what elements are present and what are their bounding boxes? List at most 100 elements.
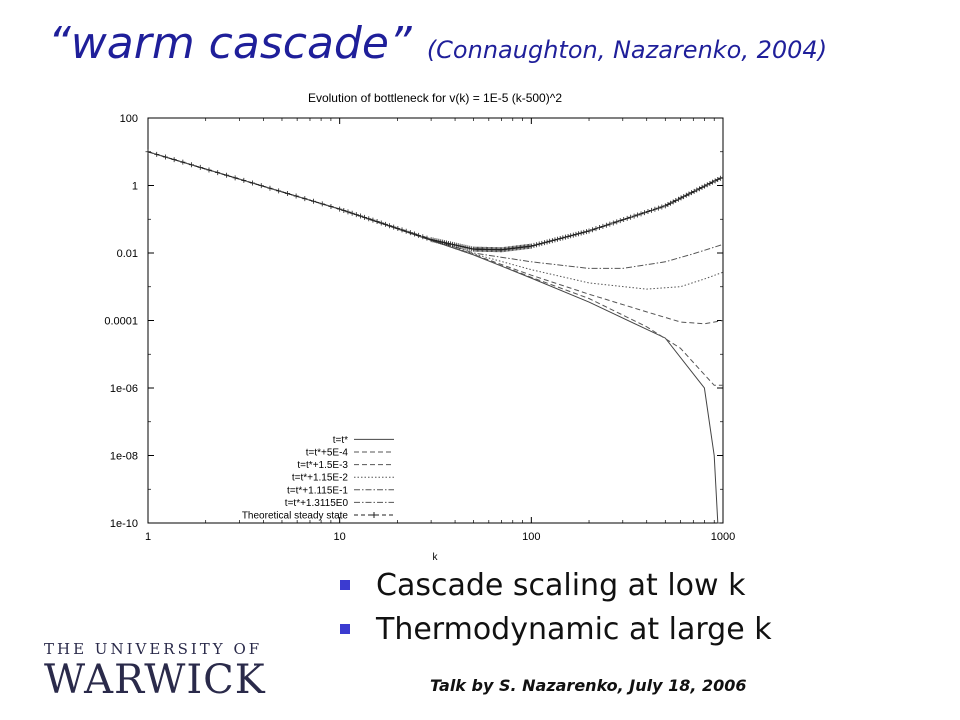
plus-marker — [349, 210, 355, 216]
plus-marker — [631, 213, 637, 219]
plus-marker — [702, 183, 708, 189]
plus-marker — [617, 218, 623, 224]
bullet-text: Cascade scaling at low k — [376, 568, 746, 603]
plus-marker — [712, 178, 718, 184]
plus-marker — [678, 195, 684, 201]
plus-marker — [319, 201, 325, 207]
plus-marker — [565, 233, 571, 239]
plus-marker — [341, 207, 347, 213]
plus-marker — [362, 214, 368, 220]
plus-marker — [704, 182, 710, 188]
plus-marker — [206, 167, 212, 173]
plus-marker — [311, 198, 317, 204]
plus-marker — [573, 231, 579, 237]
bullet-square-icon — [340, 580, 350, 590]
logo-line-1: THE UNIVERSITY OF — [44, 640, 263, 658]
plus-marker — [145, 149, 151, 155]
plus-marker — [552, 237, 558, 243]
y-tick-label: 1e-08 — [110, 451, 138, 463]
plus-marker — [267, 185, 273, 191]
y-tick-label: 100 — [120, 113, 138, 125]
plot-frame — [147, 117, 724, 524]
x-tick-label: 1000 — [711, 531, 735, 543]
plus-marker — [675, 196, 681, 202]
series-line — [147, 151, 724, 290]
plus-marker — [549, 238, 555, 244]
legend-label: t=t*+1.3115E0 — [285, 498, 349, 509]
plus-marker — [648, 207, 654, 213]
x-tick-label: 10 — [334, 531, 346, 543]
plus-marker — [603, 222, 609, 228]
plus-marker — [576, 231, 582, 237]
plus-marker — [424, 235, 430, 241]
plus-marker — [635, 212, 641, 218]
plus-marker — [171, 157, 177, 163]
plus-marker — [570, 232, 576, 238]
plus-marker — [395, 225, 401, 231]
series-markers — [145, 149, 723, 253]
plus-marker — [541, 240, 547, 246]
series-line — [147, 151, 724, 251]
plus-marker — [250, 180, 256, 186]
plus-marker — [534, 242, 540, 248]
chart: Evolution of bottleneck for v(k) = 1E-5 … — [90, 84, 750, 569]
slide-title: “warm cascade” (Connaughton, Nazarenko, … — [48, 18, 827, 69]
plus-marker — [416, 232, 422, 238]
plus-marker — [531, 242, 537, 248]
plus-marker — [528, 243, 534, 249]
plus-marker — [596, 225, 602, 231]
plus-marker — [284, 190, 290, 196]
plus-marker — [683, 192, 689, 198]
y-tick-label: 0.0001 — [104, 316, 138, 328]
series-line — [147, 151, 720, 524]
plus-marker — [665, 202, 671, 208]
plus-marker — [407, 230, 413, 236]
series-line — [147, 151, 724, 269]
legend-plus-marker — [371, 512, 377, 518]
plus-marker — [642, 210, 648, 216]
y-tick-label: 1 — [132, 181, 138, 193]
y-tick-label: 1e-06 — [110, 383, 138, 395]
plus-marker — [578, 230, 584, 236]
plus-marker — [539, 240, 545, 246]
legend-label: t=t*+5E-4 — [306, 448, 349, 459]
plus-marker — [162, 154, 168, 160]
plus-marker — [668, 200, 674, 206]
plus-marker — [345, 209, 351, 215]
bullet-item: Cascade scaling at low k — [340, 564, 772, 608]
plus-marker — [328, 203, 334, 209]
plus-marker — [673, 198, 679, 204]
chart-svg: Evolution of bottleneck for v(k) = 1E-5 … — [104, 91, 735, 563]
plus-marker — [568, 233, 574, 239]
series-line — [147, 151, 723, 386]
plus-marker — [681, 194, 687, 200]
x-axis-label: k — [433, 552, 439, 563]
plus-marker — [180, 159, 186, 165]
plus-marker — [638, 211, 644, 217]
plus-marker — [403, 228, 409, 234]
plus-marker — [337, 206, 343, 212]
plus-marker — [593, 226, 599, 232]
plus-marker — [357, 213, 363, 219]
plus-marker — [655, 205, 661, 211]
plus-marker — [581, 229, 587, 235]
plus-marker — [536, 241, 542, 247]
plus-marker — [662, 203, 668, 209]
plus-marker — [614, 219, 620, 225]
plus-marker — [710, 179, 716, 185]
plus-marker — [560, 235, 566, 241]
legend-label: t=t*+1.115E-1 — [287, 485, 348, 496]
plus-marker — [562, 234, 568, 240]
plus-marker — [197, 164, 203, 170]
plus-marker — [547, 238, 553, 244]
plus-marker — [382, 221, 388, 227]
plus-marker — [717, 175, 723, 181]
plus-marker — [624, 215, 630, 221]
legend-label: Theoretical steady state — [242, 511, 349, 522]
series-group — [145, 149, 724, 524]
plus-marker — [607, 221, 613, 227]
plus-marker — [391, 224, 397, 230]
plus-marker — [370, 217, 376, 223]
plus-marker — [699, 184, 705, 190]
plus-marker — [215, 170, 221, 176]
